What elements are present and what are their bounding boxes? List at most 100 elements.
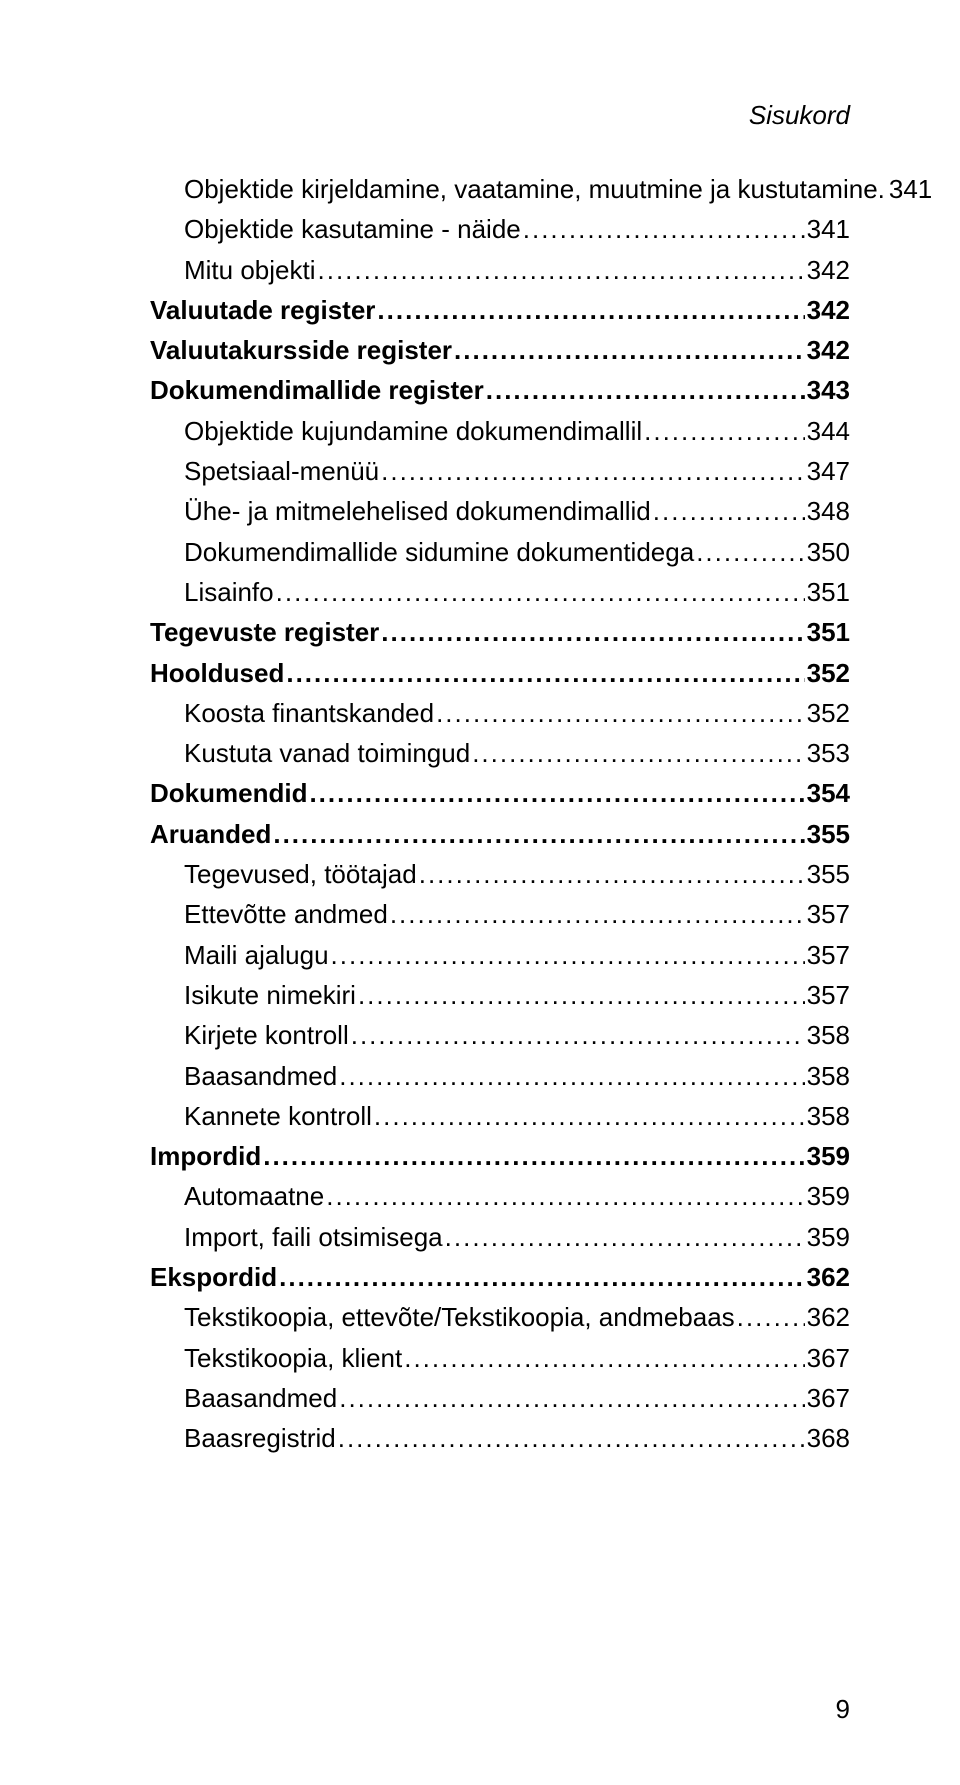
toc-entry: Valuutade register342	[150, 290, 850, 330]
toc-entry-page: 347	[807, 451, 850, 491]
toc-entry-label: Kannete kontroll	[184, 1096, 372, 1136]
toc-entry: Ettevõtte andmed 357	[150, 894, 850, 934]
page-header: Sisukord	[150, 100, 850, 131]
toc-dots	[419, 854, 805, 894]
toc-dots	[279, 1257, 804, 1297]
toc-entry-page: 355	[807, 854, 850, 894]
toc-entry: Objektide kujundamine dokumendimallil344	[150, 411, 850, 451]
toc-entry: Kirjete kontroll 358	[150, 1015, 850, 1055]
toc-list: Objektide kirjeldamine, vaatamine, muutm…	[150, 169, 850, 1459]
toc-entry-page: 348	[807, 491, 850, 531]
toc-entry-page: 354	[807, 773, 850, 813]
toc-entry-label: Dokumendid	[150, 773, 307, 813]
toc-entry-label: Isikute nimekiri	[184, 975, 356, 1015]
toc-entry: Ekspordid 362	[150, 1257, 850, 1297]
toc-entry-page: 351	[807, 612, 850, 652]
toc-dots	[338, 1418, 805, 1458]
toc-dots	[381, 451, 804, 491]
toc-dots	[318, 250, 805, 290]
toc-dots	[374, 1096, 805, 1136]
toc-dots	[339, 1056, 804, 1096]
toc-entry-page: 352	[807, 693, 850, 733]
toc-dots	[445, 1217, 805, 1257]
toc-entry-page: 355	[807, 814, 850, 854]
toc-entry: Kannete kontroll358	[150, 1096, 850, 1136]
toc-entry-label: Tegevuste register	[150, 612, 379, 652]
toc-entry: Objektide kirjeldamine, vaatamine, muutm…	[150, 169, 850, 209]
toc-entry: Ühe- ja mitmelehelised dokumendimallid34…	[150, 491, 850, 531]
toc-entry-page: 342	[807, 330, 850, 370]
toc-entry: Baasregistrid 368	[150, 1418, 850, 1458]
toc-entry: Baasandmed 367	[150, 1378, 850, 1418]
toc-dots	[381, 612, 804, 652]
toc-dots	[523, 209, 805, 249]
toc-dots	[309, 773, 804, 813]
toc-entry-page: 368	[807, 1418, 850, 1458]
toc-entry-page: 343	[807, 370, 850, 410]
toc-entry-label: Valuutakursside register	[150, 330, 452, 370]
toc-entry: Baasandmed358	[150, 1056, 850, 1096]
toc-entry-label: Baasregistrid	[184, 1418, 336, 1458]
page-number: 9	[836, 1694, 850, 1725]
toc-dots	[737, 1297, 805, 1337]
toc-entry-label: Dokumendimallide sidumine dokumentidega	[184, 532, 694, 572]
toc-entry-label: Maili ajalugu	[184, 935, 329, 975]
toc-dots	[286, 653, 804, 693]
toc-entry: Maili ajalugu 357	[150, 935, 850, 975]
toc-entry: Tegevused, töötajad 355	[150, 854, 850, 894]
toc-dots	[358, 975, 805, 1015]
toc-entry-page: 358	[807, 1015, 850, 1055]
toc-dots	[331, 935, 805, 975]
toc-dots	[276, 572, 805, 612]
toc-entry-page: 362	[807, 1257, 850, 1297]
toc-dots	[390, 894, 805, 934]
toc-entry-label: Ettevõtte andmed	[184, 894, 388, 934]
toc-dots	[644, 411, 804, 451]
toc-entry-label: Impordid	[150, 1136, 261, 1176]
toc-dots	[263, 1136, 804, 1176]
toc-entry-label: Baasandmed	[184, 1378, 337, 1418]
toc-entry-label: Hooldused	[150, 653, 284, 693]
page-container: Sisukord Objektide kirjeldamine, vaatami…	[0, 0, 960, 1785]
toc-entry-page: 357	[807, 935, 850, 975]
toc-entry-page: 352	[807, 653, 850, 693]
toc-entry: Spetsiaal-menüü347	[150, 451, 850, 491]
toc-entry-label: Tekstikoopia, ettevõte/Tekstikoopia, and…	[184, 1297, 735, 1337]
toc-entry: Tekstikoopia, klient 367	[150, 1338, 850, 1378]
toc-entry-label: Tegevused, töötajad	[184, 854, 417, 894]
toc-entry: Automaatne359	[150, 1176, 850, 1216]
toc-dots	[404, 1338, 804, 1378]
toc-entry-page: 359	[807, 1217, 850, 1257]
toc-dots	[472, 733, 804, 773]
toc-dots	[486, 370, 805, 410]
toc-entry-page: 362	[807, 1297, 850, 1337]
toc-entry: Tekstikoopia, ettevõte/Tekstikoopia, and…	[150, 1297, 850, 1337]
toc-dots	[696, 532, 804, 572]
toc-dots	[454, 330, 805, 370]
toc-entry-page: 359	[807, 1136, 850, 1176]
toc-entry: Tegevuste register 351	[150, 612, 850, 652]
toc-entry-page: 357	[807, 975, 850, 1015]
toc-entry-label: Mitu objekti	[184, 250, 316, 290]
toc-dots	[351, 1015, 805, 1055]
toc-dots	[436, 693, 805, 733]
toc-entry-page: 367	[807, 1338, 850, 1378]
toc-entry-label: Aruanded	[150, 814, 271, 854]
toc-entry-page: 353	[807, 733, 850, 773]
toc-entry-label: Koosta finantskanded	[184, 693, 434, 733]
toc-entry-page: 357	[807, 894, 850, 934]
toc-entry-label: Ekspordid	[150, 1257, 277, 1297]
toc-entry: Hooldused 352	[150, 653, 850, 693]
toc-entry-page: 367	[807, 1378, 850, 1418]
toc-entry: Isikute nimekiri 357	[150, 975, 850, 1015]
toc-entry: Dokumendimallide sidumine dokumentidega 3…	[150, 532, 850, 572]
toc-entry-label: Import, faili otsimisega	[184, 1217, 443, 1257]
toc-entry-page: 350	[807, 532, 850, 572]
toc-entry: Dokumendid 354	[150, 773, 850, 813]
toc-entry-label: Objektide kujundamine dokumendimallil	[184, 411, 642, 451]
toc-entry: Kustuta vanad toimingud353	[150, 733, 850, 773]
toc-entry-label: Tekstikoopia, klient	[184, 1338, 402, 1378]
toc-entry-label: Automaatne	[184, 1176, 324, 1216]
toc-entry: Dokumendimallide register343	[150, 370, 850, 410]
toc-entry-label: Kirjete kontroll	[184, 1015, 349, 1055]
